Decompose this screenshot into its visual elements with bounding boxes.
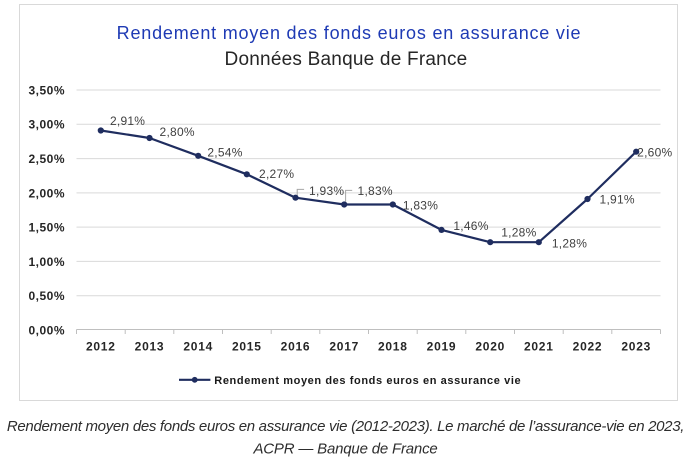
svg-text:1,28%: 1,28% [501, 225, 536, 239]
svg-text:2,54%: 2,54% [207, 145, 242, 159]
svg-text:Rendement moyen des fonds euro: Rendement moyen des fonds euros en assur… [117, 23, 582, 43]
svg-text:ACPR — Banque de France: ACPR — Banque de France [252, 441, 437, 458]
svg-text:2,60%: 2,60% [637, 145, 672, 159]
svg-text:0,50%: 0,50% [28, 289, 65, 303]
svg-text:1,46%: 1,46% [453, 219, 488, 233]
svg-text:2,91%: 2,91% [110, 114, 145, 128]
svg-text:2018: 2018 [378, 340, 408, 354]
svg-text:2020: 2020 [475, 340, 505, 354]
svg-text:2021: 2021 [524, 340, 554, 354]
svg-text:0,00%: 0,00% [28, 323, 65, 337]
svg-text:2017: 2017 [329, 340, 359, 354]
svg-text:1,93%: 1,93% [309, 184, 344, 198]
svg-text:2023: 2023 [621, 340, 651, 354]
svg-text:2013: 2013 [135, 340, 165, 354]
svg-text:2015: 2015 [232, 340, 262, 354]
svg-text:1,83%: 1,83% [403, 198, 438, 212]
svg-text:3,50%: 3,50% [28, 83, 65, 97]
svg-text:2016: 2016 [281, 340, 311, 354]
svg-text:1,28%: 1,28% [552, 236, 587, 250]
svg-text:2,50%: 2,50% [28, 152, 65, 166]
svg-text:2019: 2019 [427, 340, 457, 354]
svg-text:Données Banque de France: Données Banque de France [225, 49, 468, 70]
svg-text:2012: 2012 [86, 340, 116, 354]
svg-text:3,00%: 3,00% [28, 118, 65, 132]
svg-text:2022: 2022 [573, 340, 603, 354]
svg-text:2,00%: 2,00% [28, 186, 65, 200]
svg-text:2,80%: 2,80% [160, 125, 195, 139]
svg-text:1,50%: 1,50% [28, 221, 65, 235]
svg-text:Rendement moyen des fonds euro: Rendement moyen des fonds euros en assur… [7, 418, 684, 435]
svg-text:1,00%: 1,00% [28, 255, 65, 269]
svg-text:2014: 2014 [183, 340, 213, 354]
svg-text:1,91%: 1,91% [600, 192, 635, 206]
svg-text:2,27%: 2,27% [259, 167, 294, 181]
svg-text:1,83%: 1,83% [358, 184, 393, 198]
svg-text:Rendement moyen des fonds euro: Rendement moyen des fonds euros en assur… [214, 375, 521, 387]
